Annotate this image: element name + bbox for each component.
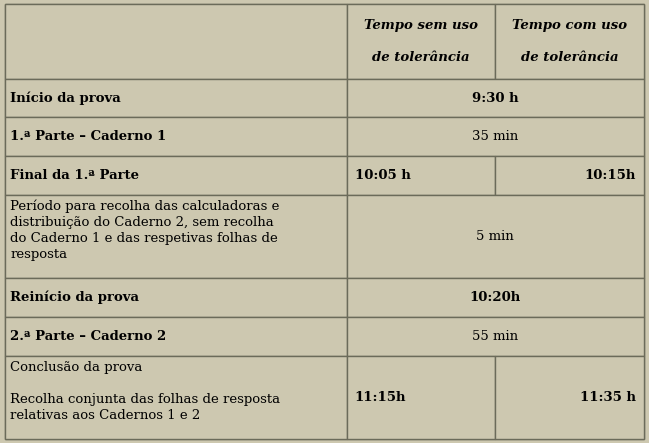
Text: Período para recolha das calculadoras e
distribuição do Caderno 2, sem recolha
d: Período para recolha das calculadoras e … (10, 200, 280, 261)
Text: 10:20h: 10:20h (470, 291, 521, 304)
Bar (5, 117, 347, 156)
Text: 35 min: 35 min (472, 130, 519, 143)
Bar (347, 194, 644, 278)
Text: Conclusão da prova

Recolha conjunta das folhas de resposta
relativas aos Cadern: Conclusão da prova Recolha conjunta das … (10, 361, 280, 422)
Text: 55 min: 55 min (472, 330, 519, 343)
Text: Tempo com uso

de tolerância: Tempo com uso de tolerância (512, 19, 627, 64)
Text: 10:15h: 10:15h (585, 169, 636, 182)
Text: Reinício da prova: Reinício da prova (10, 291, 140, 304)
Text: Final da 1.ª Parte: Final da 1.ª Parte (10, 169, 140, 182)
Bar (495, 4, 644, 79)
Bar (495, 356, 644, 439)
Text: 1.ª Parte – Caderno 1: 1.ª Parte – Caderno 1 (10, 130, 167, 143)
Text: 11:15h: 11:15h (354, 391, 406, 404)
Bar (5, 356, 347, 439)
Bar (5, 194, 347, 278)
Bar (347, 156, 495, 194)
Bar (347, 356, 495, 439)
Bar (347, 317, 644, 356)
Bar (5, 278, 347, 317)
Bar (495, 156, 644, 194)
Bar (5, 4, 347, 79)
Text: 2.ª Parte – Caderno 2: 2.ª Parte – Caderno 2 (10, 330, 167, 343)
Bar (5, 317, 347, 356)
Text: 11:35 h: 11:35 h (580, 391, 636, 404)
Text: 10:05 h: 10:05 h (354, 169, 411, 182)
Text: 9:30 h: 9:30 h (472, 92, 519, 105)
Text: Início da prova: Início da prova (10, 91, 121, 105)
Bar (5, 79, 347, 117)
Text: 5 min: 5 min (476, 230, 514, 243)
Text: Tempo sem uso

de tolerância: Tempo sem uso de tolerância (364, 19, 478, 64)
Bar (347, 4, 495, 79)
Bar (347, 79, 644, 117)
Bar (347, 278, 644, 317)
Bar (347, 117, 644, 156)
Bar (5, 156, 347, 194)
